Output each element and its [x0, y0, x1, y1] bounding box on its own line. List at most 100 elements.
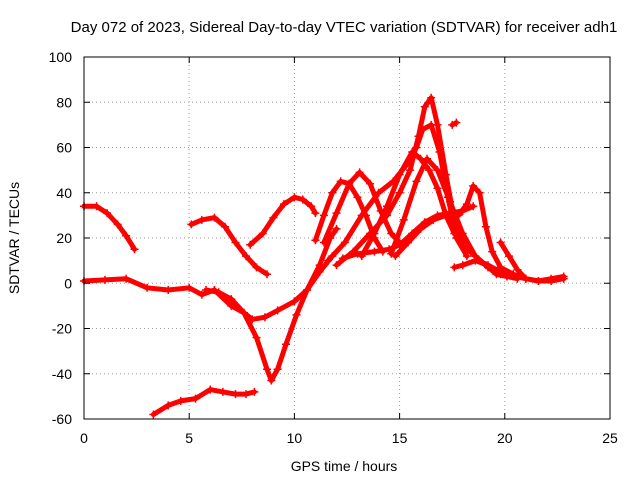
y-tick-label: 40: [56, 185, 72, 201]
y-axis-title: SDTVAR / TECUs: [6, 182, 22, 294]
data-point: [206, 385, 215, 394]
x-tick-label: 0: [80, 430, 88, 446]
data-point: [458, 229, 467, 238]
data-point: [387, 249, 396, 258]
data-point: [164, 286, 173, 294]
data-point: [357, 211, 366, 220]
data-point: [191, 394, 200, 403]
data-point: [406, 166, 415, 175]
data-point: [420, 102, 429, 111]
y-tick-label: 80: [56, 94, 72, 110]
y-tick-label: -60: [52, 411, 72, 427]
data-point: [149, 410, 158, 419]
data-point: [227, 301, 236, 310]
data-point: [242, 390, 250, 399]
data-point: [441, 211, 450, 220]
data-point: [427, 93, 436, 102]
data-point: [357, 252, 366, 261]
data-point: [242, 252, 250, 261]
data-point: [412, 177, 421, 186]
data-point: [101, 275, 109, 284]
data-point: [496, 267, 505, 276]
y-tick-label: 100: [49, 49, 73, 65]
data-point: [547, 277, 556, 285]
data-point: [429, 215, 438, 224]
data-point: [423, 154, 431, 163]
data-point: [446, 197, 455, 206]
data-point: [458, 261, 467, 270]
data-point: [218, 387, 227, 396]
data-point: [534, 277, 543, 285]
data-point: [404, 238, 412, 247]
data-point: [311, 209, 320, 218]
data-point: [282, 340, 290, 349]
data-point: [370, 229, 379, 238]
data-point: [122, 231, 131, 240]
data-point: [246, 240, 255, 249]
data-point: [505, 252, 513, 261]
data-point: [399, 215, 408, 224]
data-point: [414, 132, 423, 141]
data-point: [471, 256, 480, 265]
data-point: [336, 177, 345, 186]
data-point: [143, 283, 152, 292]
data-point: [395, 188, 404, 197]
data-point: [269, 213, 278, 222]
data-point: [176, 396, 185, 405]
data-point: [252, 263, 261, 272]
data-point: [513, 265, 522, 274]
data-point: [210, 213, 219, 222]
axis-ticks: 0 5 10 15 20 25 -60 -40 -20 0 20 40 60 80 100: [49, 49, 618, 446]
data-point: [484, 261, 492, 270]
series-track-f: [247, 194, 318, 248]
x-axis-title: GPS time / hours: [291, 458, 398, 474]
x-tick-label: 15: [392, 430, 408, 446]
data-point: [345, 179, 354, 188]
data-point: [408, 148, 417, 156]
data-point: [279, 200, 288, 209]
data-point: [469, 202, 478, 211]
data-point: [340, 238, 349, 247]
data-point: [319, 238, 328, 247]
series-track-e: [203, 226, 339, 383]
data-point: [511, 272, 520, 281]
data-point: [370, 247, 379, 256]
data-point: [469, 182, 478, 190]
x-tick-label: 20: [497, 430, 513, 446]
data-point: [267, 376, 276, 385]
data-point: [391, 252, 400, 261]
y-tick-label: 20: [56, 230, 72, 246]
data-point: [387, 229, 396, 238]
data-point: [433, 184, 442, 193]
data-point: [231, 238, 240, 247]
data-point: [481, 222, 490, 231]
x-tick-label: 5: [185, 430, 193, 446]
data-point: [521, 274, 530, 283]
data-point: [395, 170, 404, 179]
data-point: [332, 261, 341, 270]
data-point: [559, 274, 568, 283]
data-point: [366, 179, 375, 188]
data-point: [353, 193, 362, 202]
data-point: [130, 245, 139, 254]
data-point: [231, 390, 240, 399]
data-point: [239, 308, 248, 317]
data-point: [452, 118, 461, 127]
data-point: [292, 310, 301, 319]
data-point: [214, 288, 223, 297]
data-point: [338, 254, 347, 263]
data-point: [303, 286, 311, 294]
y-tick-label: -40: [52, 366, 72, 382]
data-marks: [80, 93, 568, 419]
data-point: [324, 256, 333, 265]
data-point: [332, 224, 341, 233]
data-point: [103, 209, 112, 218]
data-point: [260, 313, 269, 322]
data-point: [263, 365, 271, 374]
data-point: [298, 195, 307, 204]
data-point: [462, 252, 471, 261]
data-point: [221, 222, 229, 231]
data-point: [454, 211, 463, 220]
